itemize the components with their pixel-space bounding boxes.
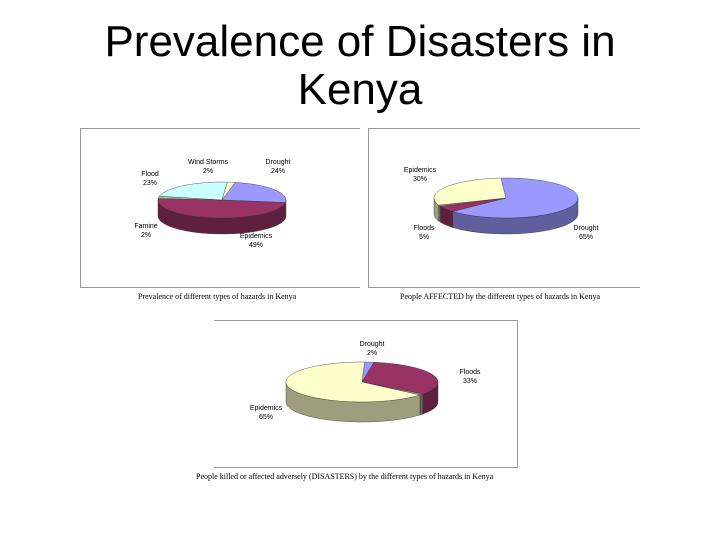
- chart-3-caption: People killed or affected adversely (DIS…: [196, 472, 494, 481]
- slice-value-label: 49%: [249, 242, 263, 249]
- slice-value-label: 2%: [141, 232, 151, 239]
- slice-value-label: 23%: [143, 180, 157, 187]
- slide-title-line-2: Kenya: [297, 65, 423, 114]
- chart-people-affected: Drought 65% Floods 5% Epidemics 30%: [368, 128, 640, 288]
- pie-slice-side-2: [438, 204, 441, 223]
- slice-value-label: 24%: [271, 168, 285, 175]
- slice-label: Floods: [459, 369, 481, 376]
- slice-label: Drought: [360, 341, 385, 348]
- pie-chart-people-affected: Drought 65% Floods 5% Epidemics 30%: [404, 167, 599, 241]
- slice-label: Wind Storms: [188, 159, 229, 166]
- pie-slice-drought: [452, 177, 579, 219]
- pie-slice-epidemics: [157, 198, 286, 219]
- slice-value-label: 2%: [367, 350, 377, 357]
- slice-label: Drought: [266, 159, 291, 166]
- pie-slice-wind-storms: [221, 181, 236, 201]
- pie-slice-flood: [159, 181, 228, 201]
- pie-slice-drought: [221, 182, 287, 203]
- pie-chart-hazard-prevalence: Drought 24% Epidemics 49% Famine 2% Flood 23% Wi…: [134, 159, 291, 249]
- slice-label: Drought: [574, 225, 599, 232]
- slice-value-label: 65%: [259, 414, 273, 421]
- chart-disasters: Drought 2% Floods 33% Epidemics 65%: [214, 320, 518, 468]
- slice-label: Floods: [413, 225, 435, 232]
- slice-value-label: 65%: [579, 234, 593, 241]
- slice-label: Epidemics: [404, 167, 437, 174]
- chart-1-caption: Prevalence of different types of hazards…: [138, 292, 297, 301]
- slice-value-label: 2%: [203, 168, 213, 175]
- slice-label: Flood: [141, 171, 159, 178]
- slice-value-label: 33%: [463, 378, 477, 385]
- pie-slice-floods: [361, 362, 439, 395]
- slide-title-line-1: Prevalence of Disasters in: [104, 17, 616, 66]
- slice-label: Epidemics: [240, 233, 273, 240]
- pie-slice-side-2: [419, 393, 424, 416]
- slice-label: Epidemics: [250, 405, 283, 412]
- chart-2-caption: People AFFECTED by the different types o…: [400, 292, 601, 301]
- slice-value-label: 5%: [419, 234, 429, 241]
- pie-slice-epidemics: [285, 361, 421, 403]
- slide-title: Prevalence of Disasters in Kenya: [0, 18, 720, 114]
- slice-label: Famine: [134, 223, 157, 230]
- chart-hazard-prevalence: Drought 24% Epidemics 49% Famine 2% Flood 23% Wi…: [80, 128, 360, 288]
- slice-value-label: 30%: [413, 176, 427, 183]
- pie-chart-disasters: Drought 2% Floods 33% Epidemics 65%: [250, 341, 481, 423]
- pie-slice-epidemics: [433, 177, 507, 206]
